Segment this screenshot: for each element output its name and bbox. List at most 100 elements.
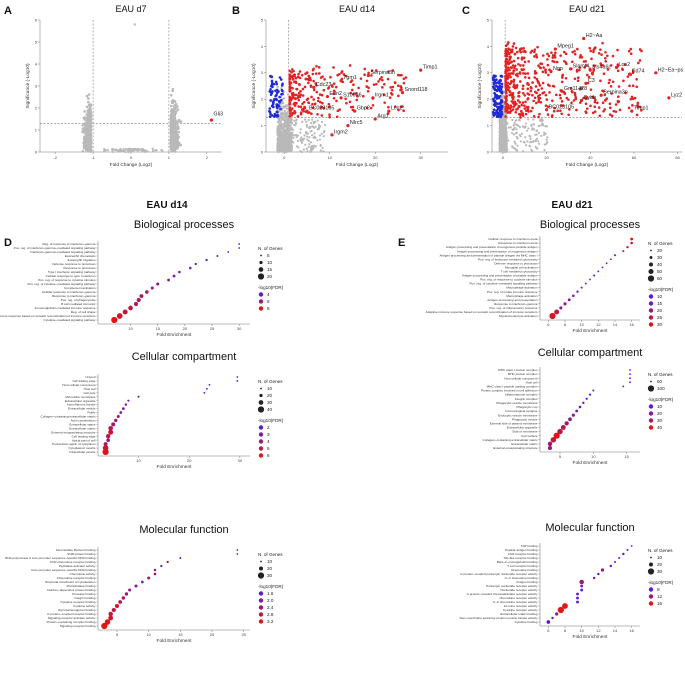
- data-point: [289, 120, 292, 123]
- term-label: Immune receptor activity: [504, 604, 538, 608]
- data-point-up: [380, 86, 384, 89]
- size-legend-label: 30: [267, 573, 273, 578]
- data-point: [516, 144, 519, 147]
- data-point-up: [310, 112, 313, 116]
- enrichment-dot: [555, 612, 559, 616]
- data-point-up: [327, 105, 331, 109]
- data-point-up: [344, 74, 348, 78]
- data-point-up: [293, 111, 297, 114]
- size-legend-title: N. of Genes: [648, 372, 673, 377]
- data-point-up: [352, 92, 355, 96]
- data-point-up: [297, 82, 301, 86]
- data-point: [174, 132, 178, 136]
- color-legend-dot: [258, 306, 264, 311]
- data-point-up: [357, 86, 360, 90]
- data-point-up: [332, 97, 336, 100]
- enrichment-dot: [236, 376, 239, 378]
- data-point: [502, 138, 506, 141]
- color-legend-title: -log10(FDR): [648, 397, 674, 402]
- data-point-up: [612, 109, 616, 113]
- term-label: Cytoplasmic vesicle: [68, 446, 95, 450]
- enrichment-dot: [630, 237, 634, 241]
- data-point-down: [270, 79, 274, 83]
- data-point-up: [637, 61, 640, 65]
- enrichment-dot: [553, 432, 560, 439]
- data-point: [529, 137, 532, 141]
- data-point: [515, 128, 518, 131]
- data-point: [87, 97, 90, 100]
- data-point-up: [302, 100, 306, 104]
- enrichment-dot: [227, 251, 230, 253]
- panel-letter-d: D: [4, 237, 12, 249]
- data-point-up: [302, 107, 305, 111]
- color-legend-dot: [258, 453, 264, 458]
- data-point-up: [541, 70, 545, 74]
- data-point-up: [578, 55, 582, 59]
- data-point-up: [590, 57, 593, 61]
- x-tick-label: 20: [544, 155, 549, 160]
- gene-label: Lyz2: [671, 92, 682, 98]
- data-point-up: [338, 108, 341, 111]
- data-point: [136, 148, 139, 151]
- data-point: [285, 107, 289, 110]
- data-point-up: [552, 109, 556, 113]
- data-point: [523, 141, 526, 144]
- data-point-up: [312, 79, 315, 83]
- enrichment-dot: [194, 262, 197, 266]
- size-legend-dot: [649, 262, 653, 267]
- data-point-up: [592, 64, 596, 67]
- data-point-down: [492, 114, 496, 117]
- data-point: [89, 133, 93, 136]
- data-point-up: [296, 94, 300, 97]
- data-point-up: [315, 65, 318, 68]
- data-point-up: [505, 88, 508, 92]
- volcano-plot-a: EAU d7 -2 -1 0 1 2 0 1 2 3 4 5 6 Fold Change (Log2) Si…: [25, 4, 223, 168]
- color-legend-dot: [258, 292, 264, 297]
- data-point: [305, 125, 308, 128]
- data-point: [285, 117, 288, 121]
- enrichment-dot: [136, 297, 141, 303]
- data-point-up: [614, 103, 618, 106]
- data-point-up: [608, 113, 612, 116]
- enrichment-dot: [609, 258, 612, 261]
- data-point-up: [399, 85, 403, 88]
- data-point: [115, 148, 119, 152]
- data-point-up: [533, 50, 536, 54]
- data-point-up: [537, 64, 540, 67]
- data-point: [119, 150, 123, 153]
- data-point-up: [388, 96, 392, 99]
- data-point-up: [601, 41, 604, 45]
- data-point-up: [570, 101, 573, 105]
- x-tick-label: 6: [547, 628, 550, 633]
- data-point: [540, 118, 544, 121]
- data-point-up: [545, 98, 549, 101]
- data-point-down: [492, 99, 496, 102]
- data-point: [515, 119, 518, 122]
- data-point-up: [558, 68, 561, 71]
- data-point-labeled: [312, 85, 316, 89]
- data-point: [154, 149, 157, 152]
- data-point: [500, 135, 503, 139]
- data-point-up: [505, 99, 508, 102]
- data-point: [171, 128, 174, 131]
- data-point-up: [332, 92, 336, 95]
- data-point: [279, 126, 283, 129]
- term-label: Chemokine receptor binding: [57, 576, 96, 580]
- data-point: [307, 145, 310, 149]
- data-point-up: [393, 81, 397, 84]
- color-legend-label: 5: [267, 446, 270, 451]
- data-point-up: [400, 73, 403, 77]
- data-point: [526, 129, 529, 132]
- color-legend-title: -log10(FDR): [258, 418, 284, 423]
- data-point-up: [544, 68, 547, 71]
- data-point-up: [576, 76, 580, 80]
- data-point-up: [522, 50, 525, 53]
- data-point-up: [297, 72, 300, 76]
- data-point-up: [606, 68, 610, 71]
- term-label: Structural constituent of cytoskeleton: [45, 580, 96, 584]
- size-legend-label: 5: [267, 253, 270, 258]
- data-point-up: [288, 95, 291, 99]
- gene-label: Irgm1: [375, 92, 389, 98]
- color-legend-label: 10: [657, 294, 663, 299]
- x-tick-label: 5: [559, 454, 562, 459]
